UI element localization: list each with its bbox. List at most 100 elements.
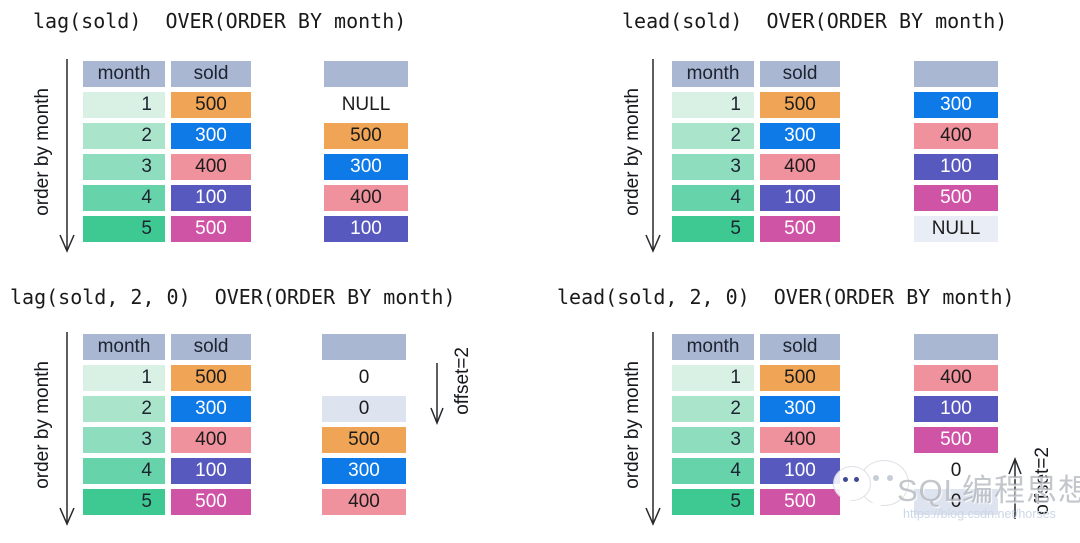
column-header-sold: sold bbox=[760, 61, 840, 87]
month-cell: 5 bbox=[83, 216, 165, 242]
table-row: 4 100 bbox=[672, 458, 840, 484]
table-row: 2 300 bbox=[672, 123, 840, 149]
month-cell: 2 bbox=[83, 396, 165, 422]
column-header-month: month bbox=[83, 61, 165, 87]
order-arrow-down-icon bbox=[644, 332, 662, 528]
result-column: NULL 500 300 400 100 bbox=[324, 61, 408, 247]
month-cell: 3 bbox=[83, 154, 165, 180]
sold-cell: 500 bbox=[760, 92, 840, 118]
sold-cell: 500 bbox=[760, 216, 840, 242]
result-header bbox=[914, 61, 998, 87]
order-by-label: order by month bbox=[32, 360, 53, 489]
column-header-sold: sold bbox=[171, 334, 251, 360]
result-cell: 500 bbox=[324, 123, 408, 149]
offset-arrow-up-icon bbox=[1006, 453, 1024, 521]
month-cell: 4 bbox=[672, 458, 754, 484]
sold-cell: 100 bbox=[760, 185, 840, 211]
table-row: 1 500 bbox=[83, 92, 251, 118]
offset-label: offset=2 bbox=[1032, 447, 1053, 515]
result-cell: 400 bbox=[914, 365, 998, 391]
result-cell: 100 bbox=[324, 216, 408, 242]
table-row: 2 300 bbox=[83, 123, 251, 149]
result-column: 0 0 500 300 400 bbox=[322, 334, 406, 520]
quadrant-lead-offset: lead(sold, 2, 0) OVER(ORDER BY month) or… bbox=[540, 271, 1080, 543]
order-by-label: order by month bbox=[622, 360, 643, 489]
sold-cell: 400 bbox=[171, 154, 251, 180]
month-cell: 5 bbox=[672, 216, 754, 242]
month-cell: 4 bbox=[83, 185, 165, 211]
source-table: month sold 1 500 2 300 3 400 4 100 5 500 bbox=[83, 334, 251, 520]
sold-cell: 500 bbox=[171, 216, 251, 242]
month-cell: 5 bbox=[83, 489, 165, 515]
month-cell: 2 bbox=[672, 396, 754, 422]
result-cell: 300 bbox=[914, 92, 998, 118]
column-header-month: month bbox=[672, 334, 754, 360]
month-cell: 1 bbox=[83, 92, 165, 118]
result-cell: NULL bbox=[341, 94, 391, 115]
order-by-label: order by month bbox=[32, 87, 53, 216]
result-header bbox=[322, 334, 406, 360]
sold-cell: 500 bbox=[760, 365, 840, 391]
table-row: 2 300 bbox=[83, 396, 251, 422]
table-row: 4 100 bbox=[83, 185, 251, 211]
result-cell: 0 bbox=[950, 460, 962, 481]
sold-cell: 100 bbox=[171, 185, 251, 211]
formula-title: lag(sold) OVER(ORDER BY month) bbox=[33, 9, 407, 33]
column-header-month: month bbox=[672, 61, 754, 87]
sold-cell: 500 bbox=[171, 365, 251, 391]
month-cell: 1 bbox=[672, 365, 754, 391]
sold-cell: 400 bbox=[760, 427, 840, 453]
month-cell: 5 bbox=[672, 489, 754, 515]
sold-cell: 300 bbox=[760, 123, 840, 149]
offset-label: offset=2 bbox=[452, 347, 473, 415]
source-table: month sold 1 500 2 300 3 400 4 100 5 500 bbox=[83, 61, 251, 247]
result-cell: 100 bbox=[914, 396, 998, 422]
table-row: 3 400 bbox=[672, 154, 840, 180]
result-cell: 0 bbox=[322, 396, 406, 422]
offset-arrow-down-icon bbox=[428, 363, 446, 427]
source-table: month sold 1 500 2 300 3 400 4 100 5 500 bbox=[672, 334, 840, 520]
result-cell: 0 bbox=[358, 367, 370, 388]
table-row: 5 500 bbox=[83, 216, 251, 242]
month-cell: 4 bbox=[672, 185, 754, 211]
result-cell: 300 bbox=[322, 458, 406, 484]
month-cell: 4 bbox=[83, 458, 165, 484]
table-row: 4 100 bbox=[672, 185, 840, 211]
table-row: 2 300 bbox=[672, 396, 840, 422]
result-cell: 400 bbox=[324, 185, 408, 211]
result-cell: NULL bbox=[914, 216, 998, 242]
source-table: month sold 1 500 2 300 3 400 4 100 5 500 bbox=[672, 61, 840, 247]
sold-cell: 400 bbox=[171, 427, 251, 453]
quadrant-lead: lead(sold) OVER(ORDER BY month) order by… bbox=[540, 0, 1080, 272]
order-arrow-down-icon bbox=[644, 59, 662, 255]
sold-cell: 500 bbox=[760, 489, 840, 515]
table-row: 3 400 bbox=[672, 427, 840, 453]
formula-title: lag(sold, 2, 0) OVER(ORDER BY month) bbox=[10, 285, 456, 309]
result-cell: 0 bbox=[914, 489, 998, 515]
month-cell: 3 bbox=[672, 427, 754, 453]
result-column: 300 400 100 500 NULL bbox=[914, 61, 998, 247]
month-cell: 3 bbox=[83, 427, 165, 453]
month-cell: 2 bbox=[83, 123, 165, 149]
sold-cell: 400 bbox=[760, 154, 840, 180]
month-cell: 2 bbox=[672, 123, 754, 149]
column-header-sold: sold bbox=[171, 61, 251, 87]
sold-cell: 500 bbox=[171, 489, 251, 515]
sold-cell: 300 bbox=[171, 396, 251, 422]
result-cell: 400 bbox=[914, 123, 998, 149]
formula-title: lead(sold) OVER(ORDER BY month) bbox=[622, 9, 1008, 33]
table-row: 5 500 bbox=[672, 489, 840, 515]
quadrant-lag: lag(sold) OVER(ORDER BY month) order by … bbox=[0, 0, 540, 272]
result-header bbox=[324, 61, 408, 87]
table-row: 3 400 bbox=[83, 154, 251, 180]
sold-cell: 100 bbox=[171, 458, 251, 484]
month-cell: 3 bbox=[672, 154, 754, 180]
table-row: 1 500 bbox=[672, 365, 840, 391]
table-row: 3 400 bbox=[83, 427, 251, 453]
table-row: 5 500 bbox=[672, 216, 840, 242]
sold-cell: 300 bbox=[760, 396, 840, 422]
result-cell: 500 bbox=[914, 185, 998, 211]
column-header-month: month bbox=[83, 334, 165, 360]
result-column: 400 100 500 0 0 bbox=[914, 334, 998, 520]
